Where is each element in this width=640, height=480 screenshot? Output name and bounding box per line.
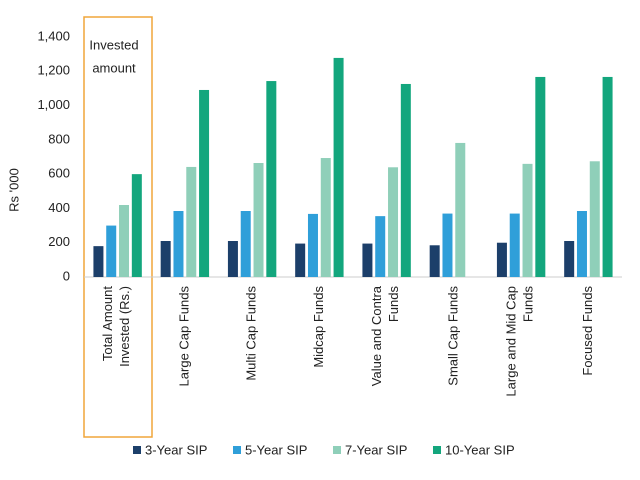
y-tick-label: 1,200 [37,63,70,78]
bar [388,167,399,277]
y-tick-label: 200 [48,234,70,249]
bar [564,241,575,277]
y-tick-label: 1,000 [37,97,70,112]
y-tick-label: 0 [63,268,70,283]
bar [173,211,184,277]
x-tick-label: Small Cap Funds [445,286,460,386]
legend-swatch [133,446,141,454]
bar [375,216,386,277]
bar [362,243,373,277]
bar [186,166,197,277]
bar [589,161,600,277]
legend-swatch [333,446,341,454]
x-tick-label: Value and Contra Funds [370,285,402,386]
bar [93,246,104,277]
bar [240,211,251,277]
bar [442,213,453,277]
bar [227,241,238,277]
x-tick-label: Midcap Funds [311,286,326,368]
bar [295,243,306,277]
legend-label: 7-Year SIP [345,442,407,457]
annotation: Invested amount [89,38,138,76]
y-axis-title: Rs '000 [6,168,21,212]
legend-label: 10-Year SIP [445,442,515,457]
bar [320,158,331,277]
y-tick-label: 400 [48,200,70,215]
bar [333,57,344,277]
y-tick-label: 600 [48,166,70,181]
bar [535,76,546,277]
y-tick-label: 800 [48,131,70,146]
bar [400,83,411,277]
bar [496,242,507,277]
bar [266,81,277,277]
x-tick-label: Large Cap Funds [176,286,191,387]
bar [509,213,520,277]
legend-swatch [233,446,241,454]
bar [307,213,318,277]
x-tick-label: Multi Cap Funds [244,286,259,381]
x-tick-label: Focused Funds [580,286,595,376]
bar [522,163,533,277]
bar [429,245,440,277]
bar [106,225,117,277]
legend-swatch [433,446,441,454]
legend-label: 3-Year SIP [145,442,207,457]
bar [455,142,466,277]
bar [131,174,142,277]
x-tick-label: Large and Mid Cap Funds [504,286,536,397]
bar [119,205,130,277]
bar [576,211,587,277]
y-tick-label: 1,400 [37,28,70,43]
x-tick-label: Total Amount Invested (Rs.) [101,286,133,367]
annotation-box [83,16,153,438]
legend-label: 5-Year SIP [245,442,307,457]
bar [253,163,264,277]
bar [602,76,613,277]
bar [199,89,210,277]
bar [160,241,171,277]
